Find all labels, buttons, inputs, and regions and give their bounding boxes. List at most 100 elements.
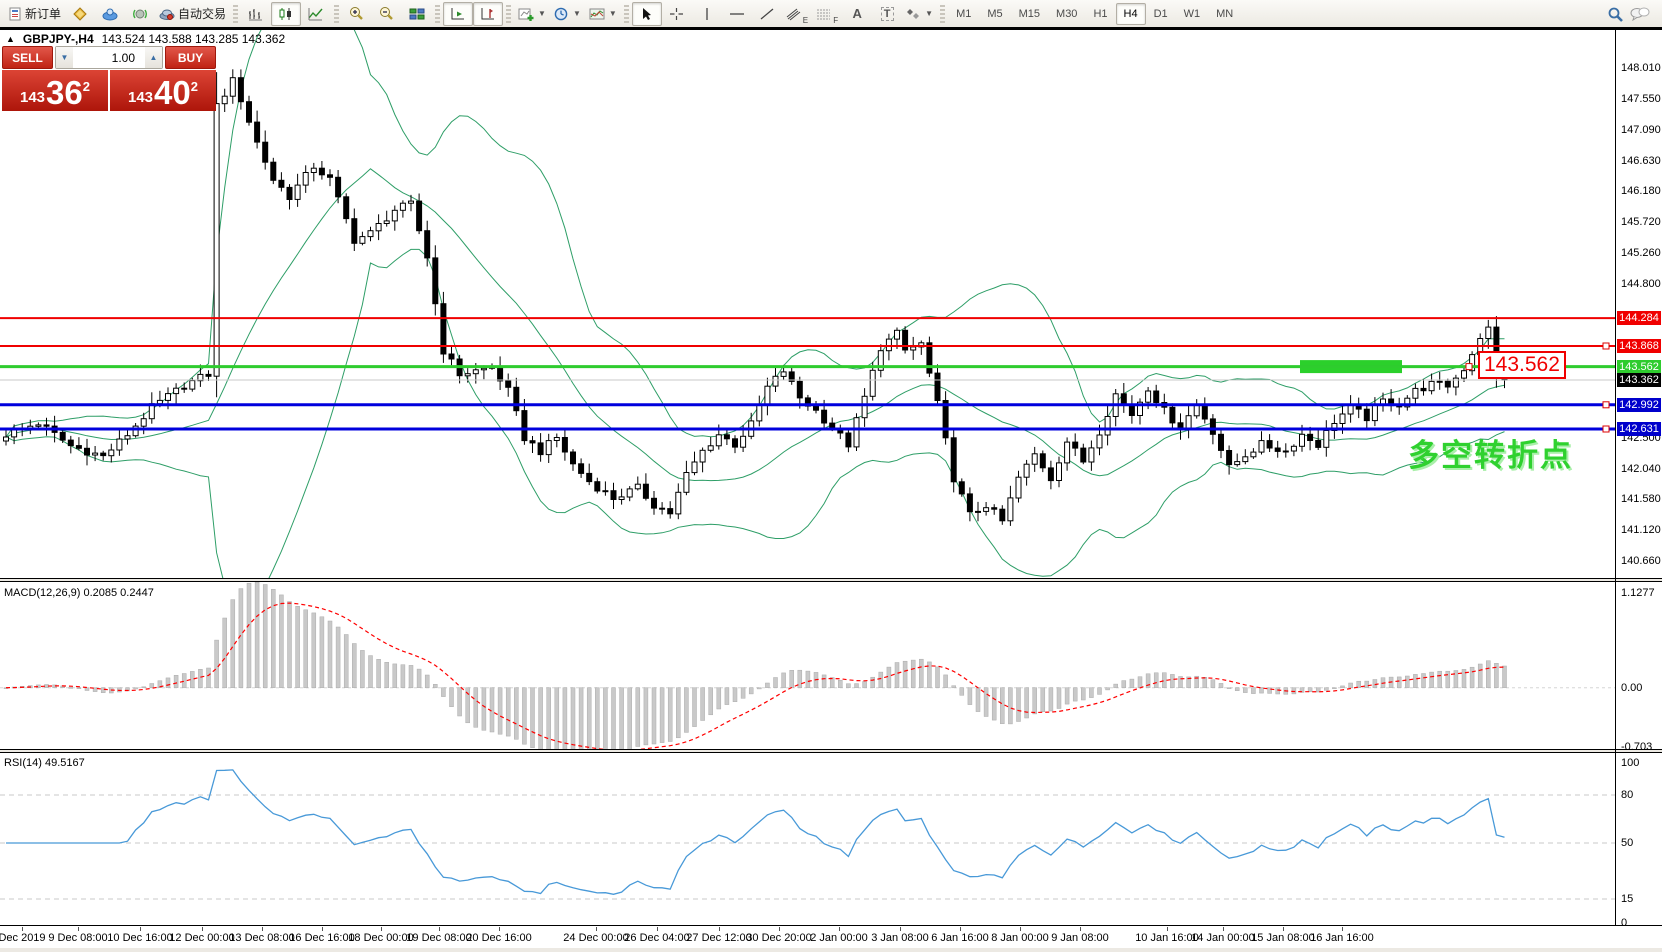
rsi-panel[interactable]: [0, 753, 1615, 925]
price-level-badge: 142.992: [1617, 398, 1661, 412]
date-label: 8 Jan 00:00: [991, 932, 1049, 944]
zoom-in-icon: [350, 7, 363, 20]
price-chart[interactable]: [0, 30, 1615, 578]
one-click-toggle-icon[interactable]: ▲: [6, 34, 15, 44]
date-tick: [839, 927, 840, 931]
sell-price-sup: 2: [82, 79, 90, 94]
autotrading-button[interactable]: 自动交易: [155, 2, 230, 26]
crosshair-tool-button[interactable]: [662, 2, 692, 26]
new-order-icon: [9, 7, 21, 20]
price-level-badge: 143.562: [1617, 360, 1661, 374]
signals-button[interactable]: [125, 2, 155, 26]
timeframe-d1-button[interactable]: D1: [1153, 7, 1168, 20]
date-label: 15 Jan 08:00: [1251, 932, 1315, 944]
sell-price-display[interactable]: 143 36 2: [2, 70, 108, 111]
profiles-button[interactable]: ▼: [550, 2, 585, 26]
date-label: 16 Dec 16:00: [289, 932, 355, 944]
rsi-scale-label: 50: [1621, 837, 1634, 849]
new-order-label: 新订单: [25, 7, 62, 21]
macd-panel[interactable]: [0, 582, 1615, 749]
sell-price-prefix: 143: [20, 89, 46, 106]
channel-tool-button[interactable]: E: [782, 2, 812, 26]
price-tick-label: 148.010: [1621, 62, 1661, 74]
date-tick: [499, 927, 500, 931]
timeframe-m5-button[interactable]: M5: [987, 7, 1003, 20]
timeframe-w1-button[interactable]: W1: [1183, 7, 1201, 20]
timeframe-m15-button[interactable]: M15: [1018, 7, 1041, 20]
volume-increase-button[interactable]: ▲: [145, 47, 162, 68]
sell-button[interactable]: SELL: [2, 46, 53, 69]
timeframe-m30-button[interactable]: M30: [1056, 7, 1078, 20]
new-chart-button[interactable]: ▼: [514, 2, 550, 26]
date-tick: [596, 927, 597, 931]
date-tick: [262, 927, 263, 931]
clock-icon: [554, 7, 568, 20]
date-label: 2 Jan 00:00: [810, 932, 868, 944]
horizontal-line-tool-button[interactable]: [722, 2, 752, 26]
tile-windows-icon: [409, 8, 425, 19]
search-icon[interactable]: [1607, 6, 1624, 22]
auto-scroll-icon: [451, 7, 465, 19]
date-axis[interactable]: Dec 2019 9 Dec 08:00 10 Dec 16:00 12 Dec 00…: [0, 927, 1615, 948]
buy-price-prefix: 143: [128, 89, 154, 106]
chat-icon[interactable]: [1630, 6, 1650, 21]
macd-scale-label: -0.703: [1621, 741, 1653, 753]
buy-price-display[interactable]: 143 40 2: [110, 70, 216, 111]
panel-separator[interactable]: [0, 578, 1662, 582]
bar-chart-icon: [249, 8, 263, 20]
bar-chart-button[interactable]: [241, 2, 271, 26]
trendline-tool-button[interactable]: [752, 2, 782, 26]
price-tick-label: 146.180: [1621, 185, 1661, 197]
price-tick-label: 144.800: [1621, 278, 1661, 290]
chinese-annotation[interactable]: 多空转折点: [1408, 438, 1573, 473]
buy-button[interactable]: BUY: [165, 46, 216, 69]
indicators-template-button[interactable]: ▼: [585, 2, 621, 26]
volume-decrease-button[interactable]: ▼: [56, 47, 73, 68]
new-order-button[interactable]: 新订单: [4, 2, 65, 26]
date-tick: [1167, 927, 1168, 931]
zoom-out-button[interactable]: [372, 2, 402, 26]
zoom-out-icon: [380, 7, 393, 20]
horizontal-line-icon: [729, 12, 744, 15]
toolbar: 新订单 自动交易 ▼ ▼: [0, 0, 1662, 27]
price-tick-label: 141.120: [1621, 524, 1661, 536]
date-tick: [322, 927, 323, 931]
price-tick-label: 141.580: [1621, 493, 1661, 505]
cloud-person-icon: [102, 8, 118, 20]
text-label-tool-button[interactable]: T: [872, 2, 902, 26]
rsi-scale-label: 15: [1621, 893, 1634, 905]
chart-shift-button[interactable]: [473, 1, 504, 26]
cursor-tool-button[interactable]: [631, 1, 662, 26]
date-tick: [960, 927, 961, 931]
price-callout-label[interactable]: 143.562: [1478, 350, 1566, 379]
macd-label: MACD(12,26,9) 0.2085 0.2447: [4, 587, 154, 599]
candlestick-chart-icon: [279, 7, 292, 20]
date-tick: [78, 927, 79, 931]
toolbar-grip: [940, 4, 946, 23]
vertical-line-tool-button[interactable]: [692, 2, 722, 26]
timeframe-h4-button[interactable]: H4: [1115, 2, 1146, 25]
timeframe-h1-button[interactable]: H1: [1093, 7, 1108, 20]
community-button[interactable]: [95, 2, 125, 26]
date-label: Dec 2019: [0, 932, 46, 944]
tile-windows-button[interactable]: [402, 2, 432, 26]
line-chart-button[interactable]: [301, 2, 331, 26]
buy-price-big: 40: [154, 74, 191, 111]
auto-scroll-button[interactable]: [443, 1, 474, 26]
rsi-scale-label: 0: [1621, 917, 1628, 929]
dropdown-arrow-icon: ▼: [608, 9, 617, 18]
timeframe-m1-button[interactable]: M1: [956, 7, 972, 20]
price-tick-label: 145.720: [1621, 216, 1661, 228]
panel-separator[interactable]: [0, 749, 1662, 753]
date-tick: [1342, 927, 1343, 931]
template-chart-icon: [589, 8, 605, 19]
timeframe-mn-button[interactable]: MN: [1216, 7, 1234, 20]
volume-input[interactable]: [73, 47, 145, 68]
zoom-in-button[interactable]: [342, 2, 372, 26]
fibonacci-tool-button[interactable]: F: [812, 2, 842, 26]
candlestick-chart-button[interactable]: [271, 1, 302, 26]
arrows-tool-button[interactable]: ▼: [902, 2, 937, 26]
date-label: 19 Dec 08:00: [406, 932, 472, 944]
publish-button[interactable]: [65, 2, 95, 26]
text-tool-button[interactable]: A: [842, 2, 872, 26]
